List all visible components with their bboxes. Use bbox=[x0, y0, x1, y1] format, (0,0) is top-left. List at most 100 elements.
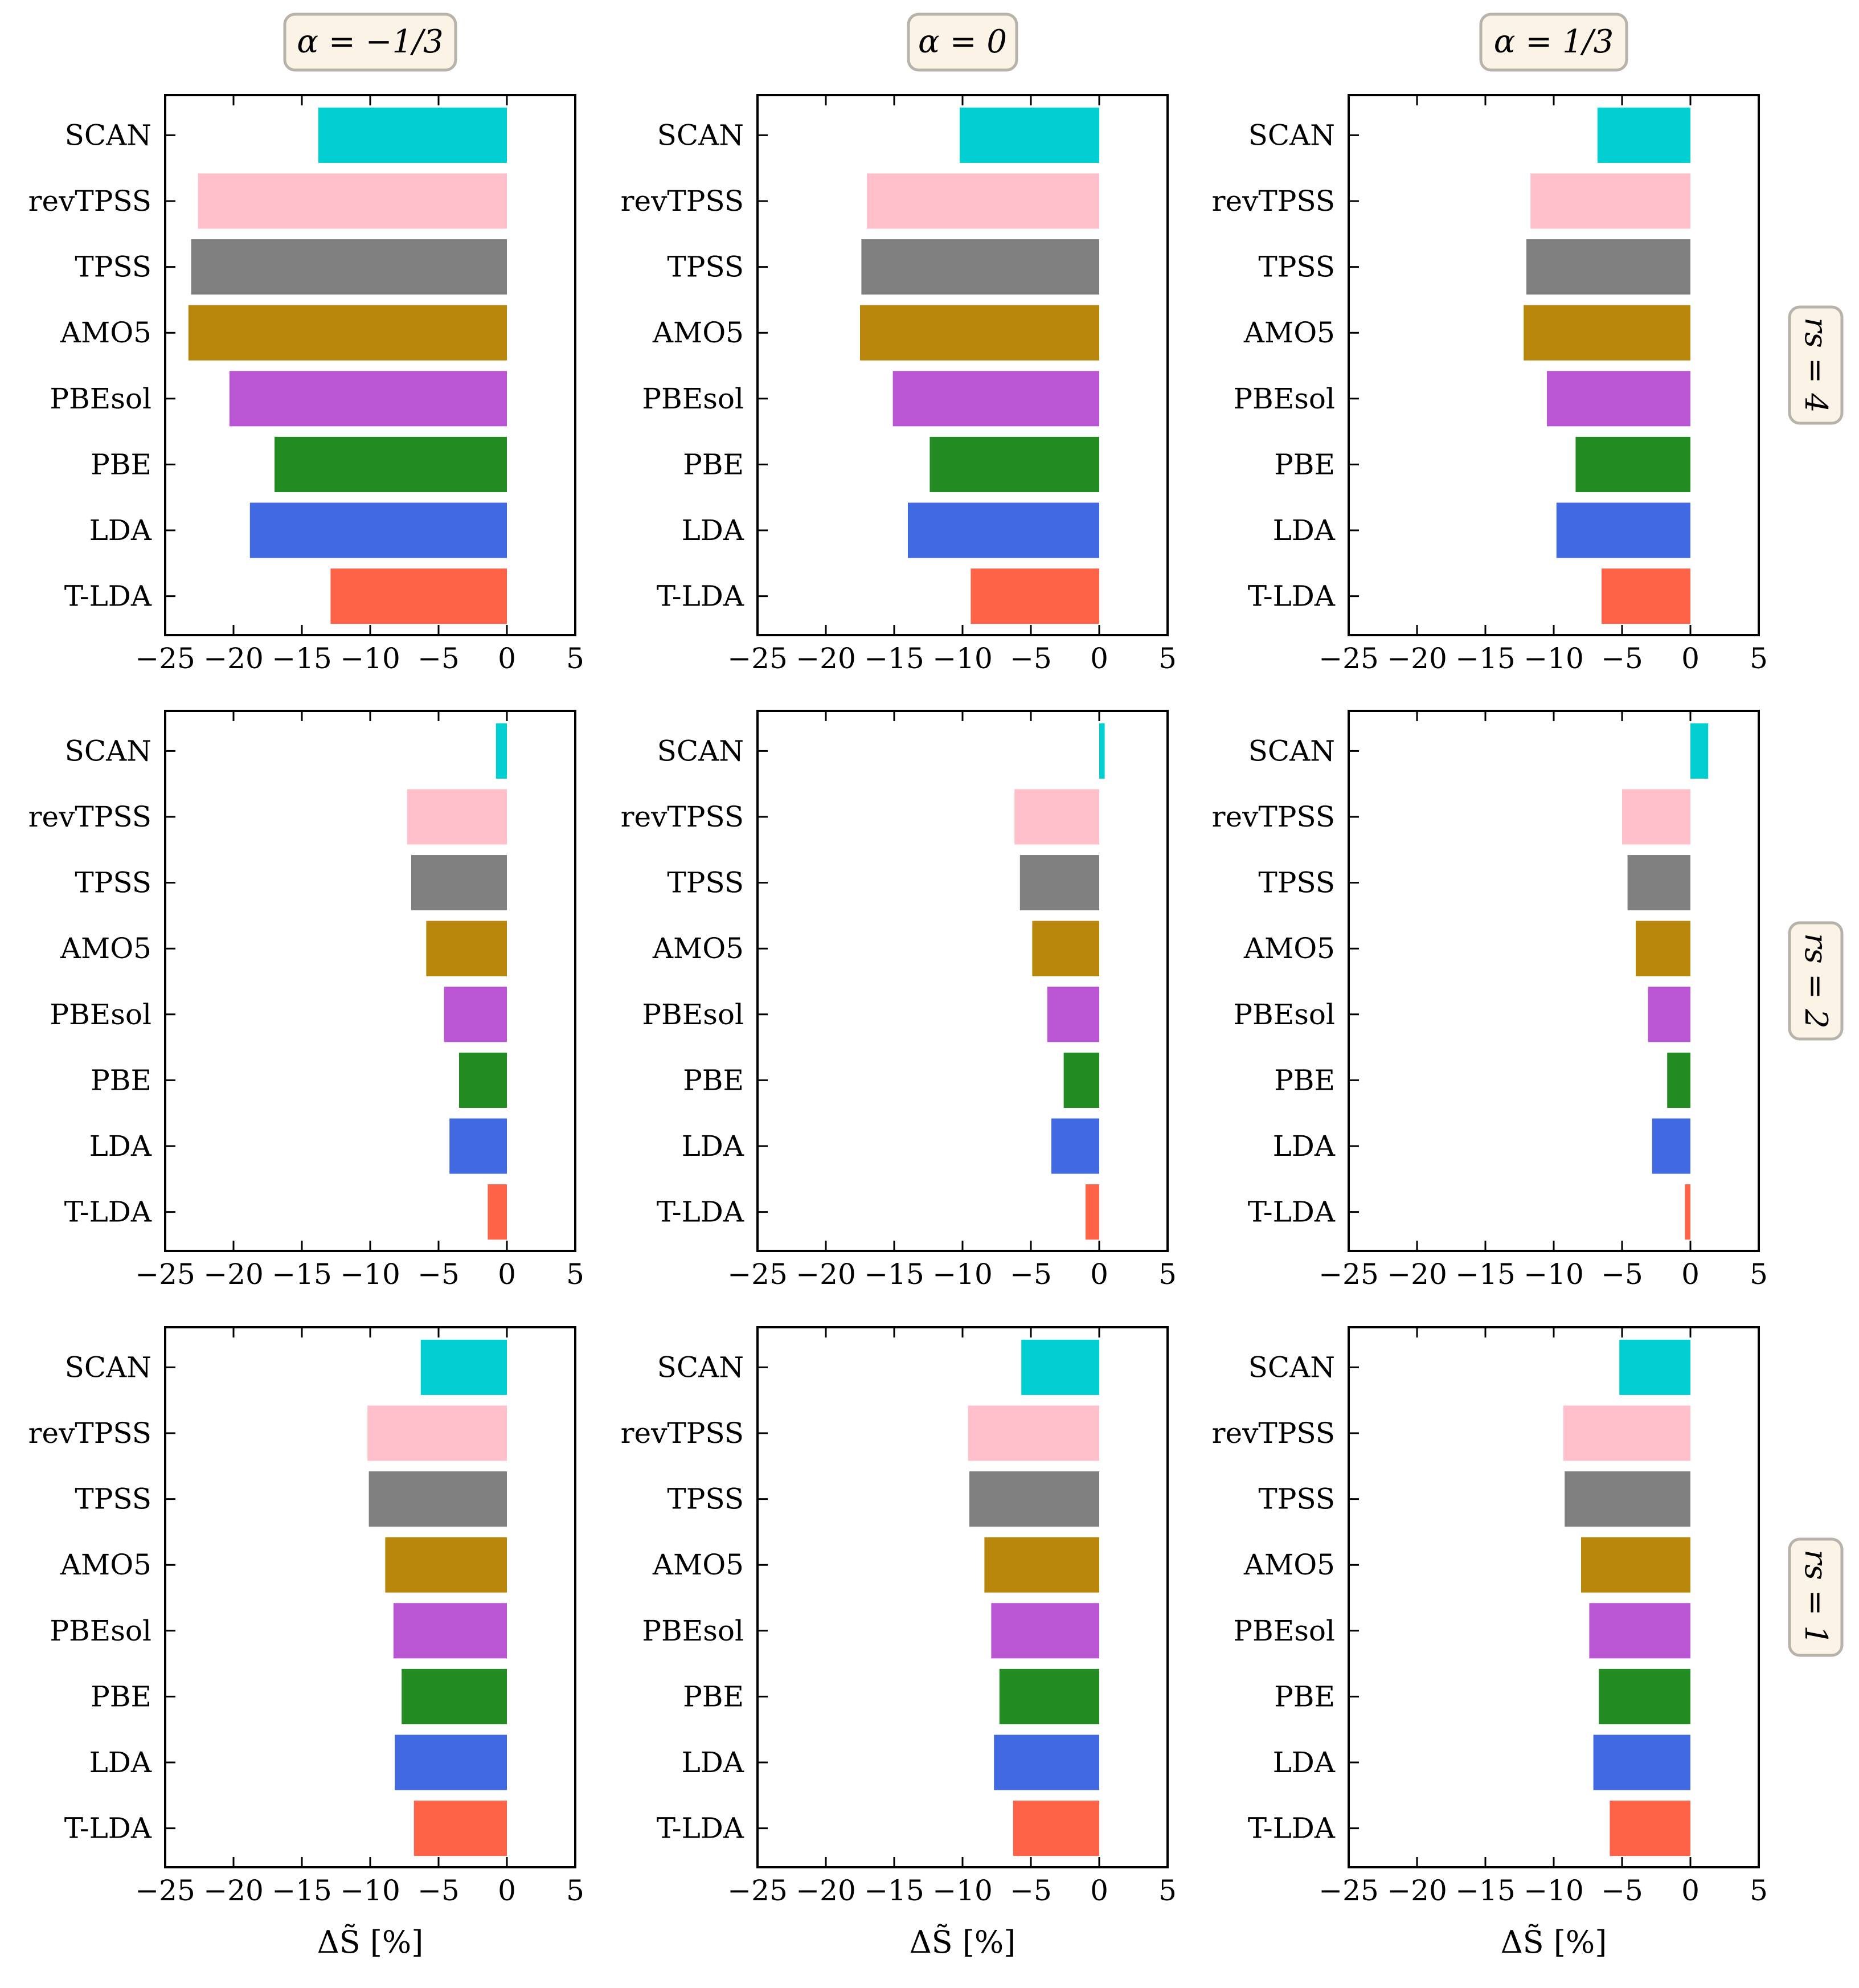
x-tick-label: −10 bbox=[1524, 642, 1584, 675]
row-label-2: rs = 2 bbox=[1788, 921, 1844, 1041]
x-tick-label: −5 bbox=[1010, 642, 1052, 675]
bar-tpss bbox=[1019, 855, 1099, 911]
category-label-pbesol: PBEsol bbox=[1233, 998, 1335, 1031]
row-label-text: rs = 2 bbox=[1798, 933, 1834, 1028]
category-label-revtpss: revTPSS bbox=[28, 800, 151, 833]
bar-scan bbox=[318, 107, 507, 163]
x-tick-label: −25 bbox=[135, 642, 195, 675]
x-tick-label: −15 bbox=[272, 1874, 332, 1907]
row-label-box bbox=[1788, 1537, 1844, 1657]
category-label-lda: LDA bbox=[682, 1746, 744, 1779]
bar-pbe bbox=[402, 1668, 507, 1724]
bar-tpss bbox=[368, 1471, 507, 1527]
bar-amo5 bbox=[426, 921, 507, 976]
x-tick-label: 0 bbox=[1681, 1258, 1700, 1291]
row-label-text: rs = 1 bbox=[1798, 1549, 1834, 1645]
category-label-revtpss: revTPSS bbox=[1212, 1417, 1335, 1450]
x-tick-label: 0 bbox=[1681, 1874, 1700, 1907]
x-tick-label: −5 bbox=[417, 1874, 460, 1907]
bar-t-lda bbox=[488, 1184, 507, 1240]
x-tick-label: −25 bbox=[1319, 1874, 1379, 1907]
category-label-tpss: TPSS bbox=[1258, 251, 1335, 284]
panel-row1-col1: −25 −20 −15 −10 −5 0 5 SCAN revTPSS TPSS AMO5 PBEso… bbox=[28, 94, 584, 675]
x-tick-label: −25 bbox=[727, 1874, 788, 1907]
x-tick-label: −10 bbox=[340, 1874, 400, 1907]
x-tick-label: −5 bbox=[417, 1258, 460, 1291]
category-label-revtpss: revTPSS bbox=[621, 800, 744, 833]
bar-revtpss bbox=[407, 789, 507, 845]
x-tick-label: −20 bbox=[1387, 642, 1447, 675]
bar-tpss bbox=[1627, 855, 1690, 911]
bar-t-lda bbox=[1013, 1801, 1099, 1856]
x-tick-label: −25 bbox=[727, 642, 788, 675]
x-tick-label: −20 bbox=[203, 1874, 264, 1907]
x-tick-label: 0 bbox=[498, 1874, 516, 1907]
bar-pbesol bbox=[892, 371, 1099, 427]
x-tick-label: −5 bbox=[417, 642, 460, 675]
bar-tpss bbox=[969, 1471, 1099, 1527]
category-label-pbe: PBE bbox=[91, 448, 151, 481]
category-label-lda: LDA bbox=[1273, 514, 1336, 547]
x-tick-label: 0 bbox=[1090, 1258, 1108, 1291]
bar-scan bbox=[1597, 107, 1690, 163]
row-label-box bbox=[1788, 921, 1844, 1041]
category-label-revtpss: revTPSS bbox=[621, 1417, 744, 1450]
category-label-amo5: AMO5 bbox=[60, 316, 151, 349]
x-tick-label: −5 bbox=[1010, 1874, 1052, 1907]
x-tick-label: −25 bbox=[1319, 642, 1379, 675]
category-label-pbe: PBE bbox=[683, 1680, 744, 1713]
bar-t-lda bbox=[330, 568, 507, 624]
bar-revtpss bbox=[867, 173, 1099, 229]
category-label-pbesol: PBEsol bbox=[50, 1614, 151, 1647]
x-tick-label: −25 bbox=[135, 1874, 195, 1907]
category-label-pbesol: PBEsol bbox=[50, 382, 151, 415]
category-label-tpss: TPSS bbox=[667, 251, 744, 284]
x-tick-label: −20 bbox=[1387, 1874, 1447, 1907]
category-label-tpss: TPSS bbox=[1258, 1483, 1335, 1516]
panel-row2-col3: −25 −20 −15 −10 −5 0 5 SCAN revTPSS TPSS AMO5 PBEso… bbox=[1212, 710, 1768, 1291]
x-tick-label: −15 bbox=[864, 1258, 924, 1291]
category-label-revtpss: revTPSS bbox=[1212, 185, 1335, 218]
x-tick-label: 0 bbox=[1681, 642, 1700, 675]
category-label-pbesol: PBEsol bbox=[1233, 1614, 1335, 1647]
bar-lda bbox=[449, 1118, 507, 1174]
bar-pbe bbox=[930, 436, 1099, 492]
category-label-scan: SCAN bbox=[1248, 118, 1335, 152]
panel-row3-col3: −25 −20 −15 −10 −5 0 5 SCAN revTPSS TPSS AMO5 PBEso… bbox=[1212, 1326, 1768, 1960]
bar-pbe bbox=[1667, 1052, 1690, 1108]
category-label-amo5: AMO5 bbox=[1243, 932, 1335, 965]
plot-frame bbox=[756, 1326, 1169, 1868]
x-tick-label: 5 bbox=[1750, 1258, 1768, 1291]
category-label-scan: SCAN bbox=[657, 734, 744, 767]
x-tick-label: 5 bbox=[1750, 1874, 1768, 1907]
bar-t-lda bbox=[1610, 1801, 1690, 1856]
category-label-pbe: PBE bbox=[91, 1063, 151, 1097]
x-tick-label: 5 bbox=[1750, 642, 1768, 675]
category-label-scan: SCAN bbox=[65, 1351, 151, 1384]
bar-amo5 bbox=[1636, 921, 1690, 976]
bar-pbesol bbox=[229, 371, 507, 427]
x-tick-label: −15 bbox=[1455, 642, 1516, 675]
row-label-box bbox=[1788, 305, 1844, 425]
category-label-t-lda: T-LDA bbox=[64, 1196, 152, 1229]
x-tick-label: −15 bbox=[864, 642, 924, 675]
column-title-3: α = 1/3 bbox=[1479, 13, 1628, 72]
bar-tpss bbox=[1526, 239, 1690, 295]
category-label-lda: LDA bbox=[89, 1746, 152, 1779]
x-tick-label: −15 bbox=[272, 642, 332, 675]
x-tick-label: −5 bbox=[1601, 642, 1643, 675]
category-label-pbe: PBE bbox=[1274, 1680, 1335, 1713]
category-label-t-lda: T-LDA bbox=[657, 1812, 744, 1845]
x-tick-label: −10 bbox=[932, 642, 993, 675]
x-tick-label: −15 bbox=[864, 1874, 924, 1907]
x-tick-label: −20 bbox=[1387, 1258, 1447, 1291]
bar-lda bbox=[908, 502, 1099, 558]
x-tick-label: −15 bbox=[272, 1258, 332, 1291]
category-label-amo5: AMO5 bbox=[1243, 316, 1335, 349]
category-label-pbe: PBE bbox=[1274, 448, 1335, 481]
category-label-tpss: TPSS bbox=[75, 1483, 151, 1516]
category-label-tpss: TPSS bbox=[75, 251, 151, 284]
bar-pbesol bbox=[1648, 987, 1690, 1042]
panel-row3-col1: −25 −20 −15 −10 −5 0 5 SCAN revTPSS TPSS AMO5 PBEso… bbox=[28, 1326, 584, 1960]
bar-lda bbox=[1556, 502, 1690, 558]
